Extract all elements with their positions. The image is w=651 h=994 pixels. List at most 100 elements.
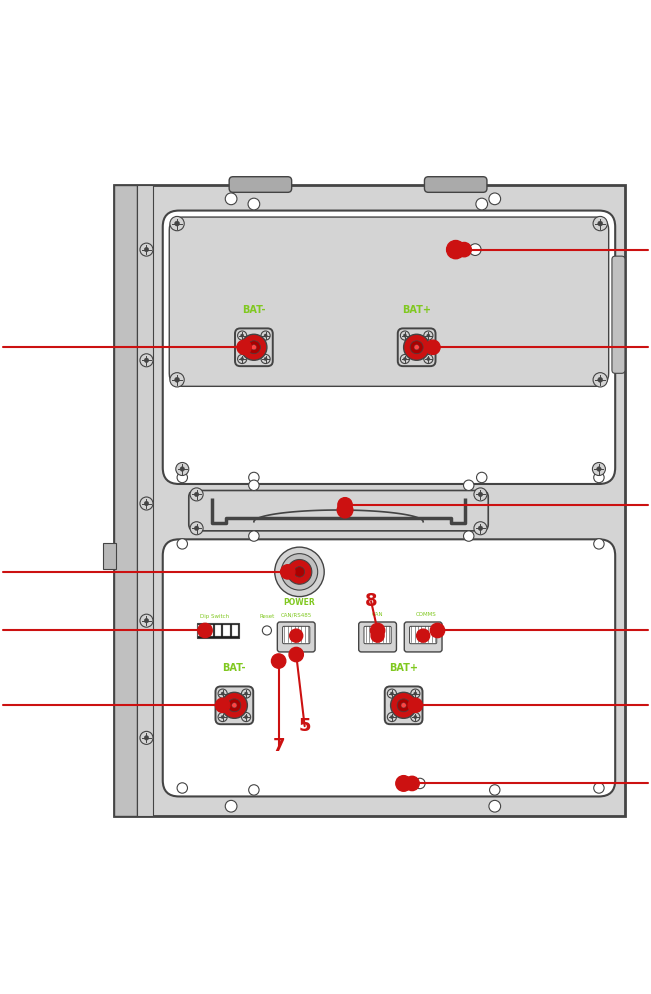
Circle shape: [241, 334, 243, 337]
Text: BAT-: BAT-: [223, 663, 246, 673]
Circle shape: [404, 358, 406, 361]
Circle shape: [176, 462, 189, 475]
Circle shape: [489, 193, 501, 205]
Circle shape: [408, 698, 422, 713]
Circle shape: [140, 497, 153, 510]
Text: BAT+: BAT+: [402, 305, 431, 315]
Circle shape: [247, 341, 260, 354]
Circle shape: [594, 539, 604, 549]
Text: BAT-: BAT-: [242, 305, 266, 315]
Text: CAN/RS485: CAN/RS485: [281, 612, 312, 617]
FancyBboxPatch shape: [385, 687, 422, 725]
Circle shape: [598, 378, 603, 383]
Circle shape: [370, 623, 385, 637]
Circle shape: [371, 629, 384, 642]
Circle shape: [430, 623, 445, 637]
Circle shape: [404, 334, 430, 360]
Circle shape: [144, 618, 148, 623]
Circle shape: [245, 692, 247, 695]
Circle shape: [194, 492, 199, 497]
Bar: [232, 625, 238, 636]
Bar: [137, 185, 153, 816]
Circle shape: [218, 689, 227, 698]
Circle shape: [474, 488, 487, 501]
Circle shape: [469, 244, 481, 255]
Circle shape: [447, 241, 465, 258]
Circle shape: [194, 526, 199, 531]
Circle shape: [261, 355, 270, 364]
Circle shape: [464, 531, 474, 542]
Circle shape: [170, 217, 184, 231]
Circle shape: [391, 692, 417, 719]
Circle shape: [261, 331, 270, 340]
Bar: [197, 623, 240, 637]
Circle shape: [190, 488, 203, 501]
Circle shape: [396, 775, 411, 791]
Circle shape: [593, 373, 607, 387]
Text: CAN: CAN: [372, 612, 383, 617]
Circle shape: [249, 472, 259, 483]
Bar: [114, 185, 625, 816]
Bar: [215, 625, 221, 636]
Circle shape: [228, 699, 241, 712]
Circle shape: [426, 340, 440, 355]
Circle shape: [391, 716, 393, 719]
Bar: [114, 185, 137, 816]
Circle shape: [476, 198, 488, 210]
Circle shape: [474, 522, 487, 535]
Circle shape: [174, 221, 180, 226]
FancyBboxPatch shape: [364, 626, 391, 644]
Text: BAT+: BAT+: [389, 663, 418, 673]
Text: 5: 5: [298, 717, 311, 736]
Circle shape: [424, 331, 433, 340]
Circle shape: [177, 539, 187, 549]
Circle shape: [594, 783, 604, 793]
Circle shape: [289, 647, 303, 662]
FancyBboxPatch shape: [612, 256, 625, 374]
Circle shape: [592, 462, 605, 475]
Circle shape: [417, 629, 430, 642]
Circle shape: [281, 565, 295, 580]
Circle shape: [238, 355, 247, 364]
Circle shape: [457, 243, 471, 256]
Circle shape: [593, 217, 607, 231]
Circle shape: [391, 692, 393, 695]
Circle shape: [221, 692, 247, 719]
Circle shape: [264, 334, 267, 337]
Circle shape: [242, 713, 251, 722]
Circle shape: [251, 345, 256, 350]
Circle shape: [238, 331, 247, 340]
Circle shape: [404, 334, 406, 337]
Text: 7: 7: [272, 737, 285, 754]
Circle shape: [464, 480, 474, 490]
Circle shape: [140, 614, 153, 627]
Text: Reset: Reset: [259, 613, 275, 618]
Circle shape: [262, 626, 271, 635]
Circle shape: [405, 776, 419, 790]
FancyBboxPatch shape: [229, 177, 292, 192]
Circle shape: [221, 716, 224, 719]
Circle shape: [225, 193, 237, 205]
Circle shape: [215, 698, 230, 713]
Circle shape: [249, 531, 259, 542]
Circle shape: [144, 736, 148, 741]
Circle shape: [177, 783, 187, 793]
Circle shape: [427, 358, 430, 361]
Circle shape: [248, 198, 260, 210]
Circle shape: [249, 480, 259, 490]
FancyBboxPatch shape: [409, 626, 437, 644]
Text: COMMS: COMMS: [416, 612, 437, 617]
Circle shape: [415, 778, 425, 788]
Text: POWER: POWER: [284, 598, 315, 607]
Circle shape: [290, 629, 303, 642]
Circle shape: [190, 522, 203, 535]
Circle shape: [218, 713, 227, 722]
Circle shape: [489, 800, 501, 812]
Circle shape: [414, 345, 419, 350]
Bar: [206, 625, 213, 636]
Circle shape: [410, 341, 423, 354]
Circle shape: [144, 501, 148, 506]
Circle shape: [411, 713, 420, 722]
Circle shape: [140, 244, 153, 256]
Circle shape: [144, 248, 148, 251]
